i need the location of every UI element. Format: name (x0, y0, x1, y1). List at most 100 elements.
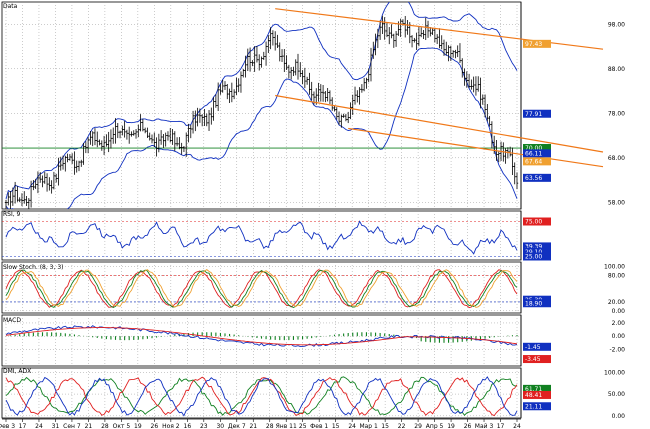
price-tag-box (523, 217, 551, 226)
x-tick-label: 24 (35, 423, 43, 429)
x-tick-label: 30 (216, 423, 224, 429)
x-tick-label: 26 (151, 423, 159, 429)
panel-frame (1, 1, 522, 210)
price-tag-label: 39.39 (525, 244, 542, 251)
x-tick-label: 26 (464, 423, 472, 429)
price-tag-box (523, 384, 551, 393)
rsi-panel-title: RSI, 9 (3, 211, 21, 218)
price-tag-box (523, 342, 551, 351)
stoch-line-0 (5, 269, 518, 309)
price-tag: 67.64 (523, 157, 551, 166)
price-tag-label: 63.56 (525, 175, 542, 182)
y-tick-label: 68.00 (608, 155, 625, 162)
rsi-line (5, 220, 518, 255)
price-tag-label: 61.71 (525, 386, 542, 393)
x-tick-label: 22 (398, 423, 406, 429)
x-tick-label: 19 (447, 423, 455, 429)
price-tag-box (523, 242, 551, 251)
price-tag: 39.39 (523, 242, 551, 251)
y-tick-label: 58.00 (608, 199, 625, 206)
x-tick-label: 28 (101, 423, 109, 429)
price-tag-label: -3.45 (525, 356, 541, 363)
x-tick-label: Апр 5 (426, 423, 444, 429)
x-tick-label: 16 (184, 423, 192, 429)
bollinger-lower-line (5, 47, 518, 209)
price-tag: -3.45 (523, 355, 551, 363)
price-tag-box (523, 402, 551, 411)
x-tick-label: 24 (348, 423, 356, 429)
x-tick-label: 17 (497, 423, 505, 429)
x-tick-label: Янв 11 (276, 423, 297, 429)
price-tag-label: 25.00 (525, 254, 542, 261)
y-tick-label: 20.00 (608, 299, 625, 306)
x-tick-label: 19 (134, 423, 142, 429)
x-tick-label: Ноя 2 (162, 423, 180, 429)
price-tag-box (523, 173, 551, 182)
price-tag: 61.71 (523, 384, 551, 393)
panel-titles: Data RSI, 9 Slow Stoch. (8, 3, 3) MACD D… (3, 3, 63, 375)
trend-channel-line (348, 127, 604, 168)
price-tag: 25.00 (523, 252, 551, 261)
y-tick-label: -2.00 (609, 346, 625, 353)
panel-frame (1, 210, 522, 261)
price-tag-box (523, 157, 551, 166)
price-tag-box (523, 247, 551, 256)
x-tick-label: 15 (381, 423, 389, 429)
price-tag-box (523, 149, 551, 158)
x-tick-label: Сен 7 (63, 423, 81, 429)
stochastic-panel-title: Slow Stoch. (8, 3, 3) (3, 264, 63, 271)
price-tag-label: -1.45 (525, 344, 541, 351)
price-tag: 70.00 (523, 144, 551, 152)
price-tag-box (523, 252, 551, 261)
x-tick-label: 17 (19, 423, 27, 429)
macd-line (5, 325, 518, 348)
price-tag-label: 67.64 (525, 159, 542, 166)
price-tag-box (523, 299, 551, 308)
price-tag-label: 77.91 (525, 111, 542, 118)
x-tick-label: Фев 1 (310, 423, 328, 429)
x-tick-label: Фев 3 (0, 423, 15, 429)
x-tick-label: Окт 5 (113, 423, 131, 429)
y-tick-label: 2.00 (612, 320, 626, 327)
x-tick-label: 21 (85, 423, 93, 429)
price-tag: 48.41 (523, 390, 551, 399)
dmi-line-1 (5, 376, 518, 417)
x-tick-label: Май 3 (475, 423, 494, 429)
x-tick-label: 24 (513, 423, 521, 429)
price-tag: 18.90 (523, 299, 551, 307)
panel-frame (1, 261, 522, 314)
price-tag-label: 48.41 (525, 392, 542, 399)
x-tick-label: 29 (414, 423, 422, 429)
y-tick-label: 100.00 (604, 263, 625, 270)
x-tick-label: 31 (52, 423, 60, 429)
x-tick-label: 15 (332, 423, 340, 429)
x-tick-label: 28 (266, 423, 274, 429)
price-tag-box (523, 355, 551, 364)
macd-panel-title: MACD (3, 317, 21, 324)
price-tag-box (523, 390, 551, 399)
price-tag: 63.56 (523, 173, 551, 182)
y-tick-label: 78.00 (608, 110, 625, 117)
stoch-line-1 (5, 269, 518, 309)
price-tag: -1.45 (523, 342, 551, 351)
dmi-line-2 (5, 376, 518, 417)
bollinger-upper-line (5, 2, 518, 200)
y-tick-label: 0.00 (612, 413, 626, 420)
y-tick-label: 100.00 (604, 369, 625, 376)
y-tick-label: 98.00 (608, 21, 625, 28)
price-tag-label: 18.90 (525, 300, 542, 307)
x-tick-label: 21 (249, 423, 257, 429)
price-tag-label: 97.43 (525, 41, 542, 48)
price-tag: 66.11 (523, 149, 551, 158)
price-panel-title: Data (3, 3, 18, 10)
price-tag: 77.91 (523, 109, 551, 118)
panel-frame (1, 314, 522, 367)
dmi-panel-title: DMI, ADX (3, 368, 31, 375)
price-tag-box (523, 109, 551, 118)
x-tick-label: Дек 7 (228, 423, 246, 429)
y-tick-label: 0.00 (612, 308, 626, 315)
price-tag-box (523, 144, 551, 153)
x-tick-label: Мар 1 (359, 423, 378, 429)
price-tag-label: 75.00 (525, 219, 542, 226)
